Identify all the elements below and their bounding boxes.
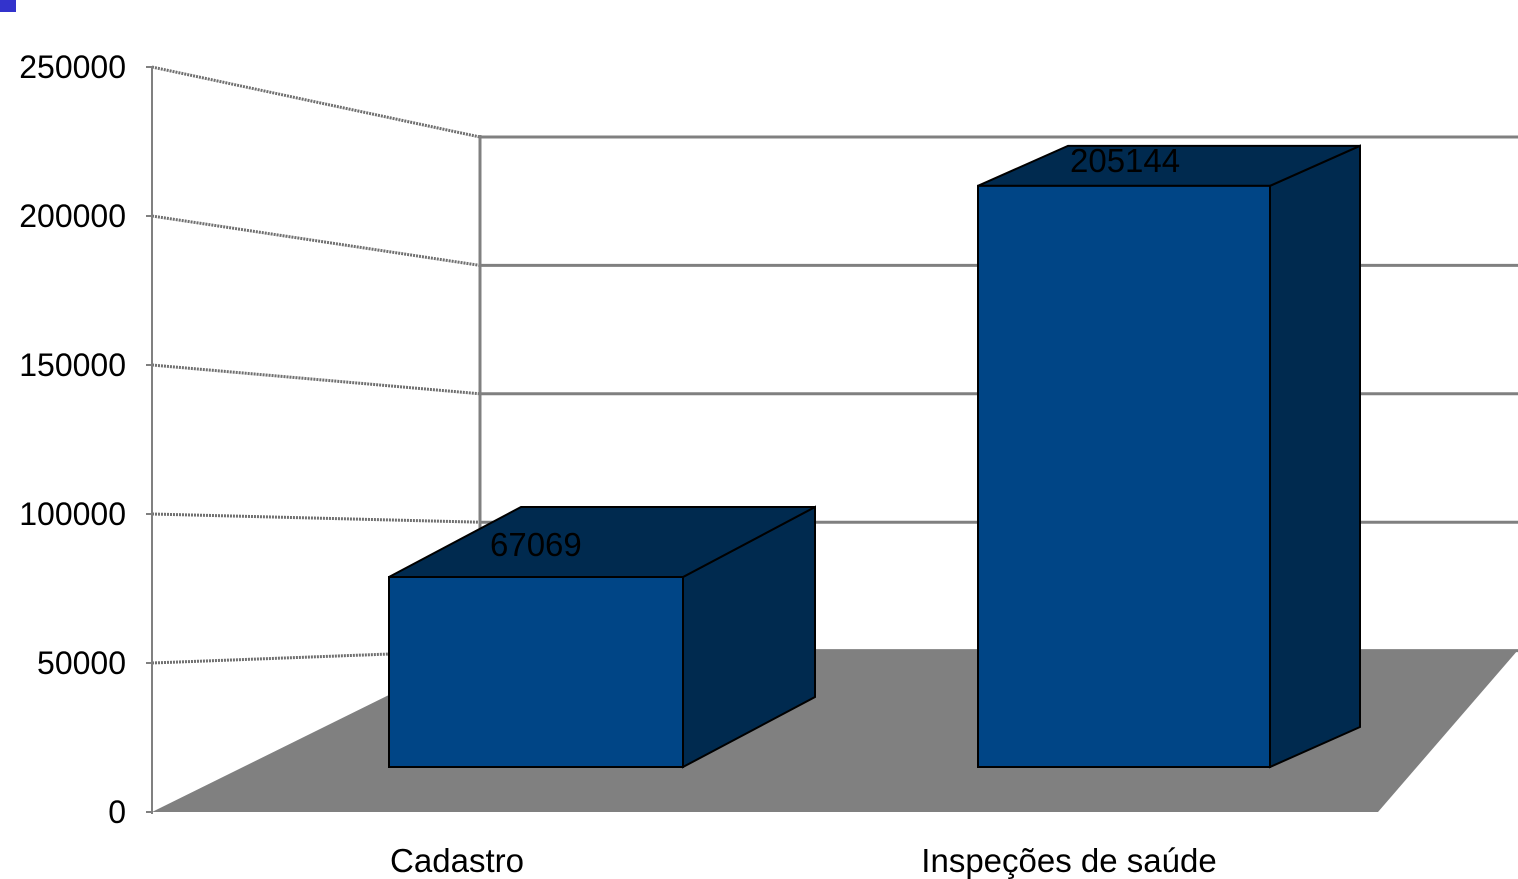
data-label: 205144 bbox=[1070, 142, 1180, 179]
y-tick-labels: 0 50000 100000 150000 200000 250000 bbox=[19, 49, 126, 830]
y-tick-label: 0 bbox=[108, 794, 126, 830]
category-label: Inspeções de saúde bbox=[921, 842, 1216, 879]
bars bbox=[388, 144, 1361, 769]
y-tick-label: 150000 bbox=[19, 347, 126, 383]
category-label: Cadastro bbox=[390, 842, 524, 879]
data-label: 67069 bbox=[490, 526, 582, 563]
bar-side-face bbox=[1269, 144, 1361, 769]
bar-front-face bbox=[388, 576, 684, 768]
data-labels: 67069 205144 bbox=[490, 142, 1180, 563]
category-labels: Cadastro Inspeções de saúde bbox=[390, 842, 1217, 879]
y-tick-label: 100000 bbox=[19, 496, 126, 532]
side-gridline bbox=[151, 363, 481, 396]
bar-front-face bbox=[977, 184, 1271, 768]
bar bbox=[388, 505, 816, 769]
side-gridline bbox=[151, 512, 481, 524]
side-gridline bbox=[151, 65, 481, 139]
y-tick-label: 200000 bbox=[19, 198, 126, 234]
corner-marker bbox=[0, 0, 16, 12]
value-axis bbox=[146, 66, 153, 814]
side-gridline bbox=[151, 214, 481, 267]
y-tick-label: 50000 bbox=[37, 645, 126, 681]
bar bbox=[977, 144, 1361, 769]
y-tick-label: 250000 bbox=[19, 49, 126, 85]
